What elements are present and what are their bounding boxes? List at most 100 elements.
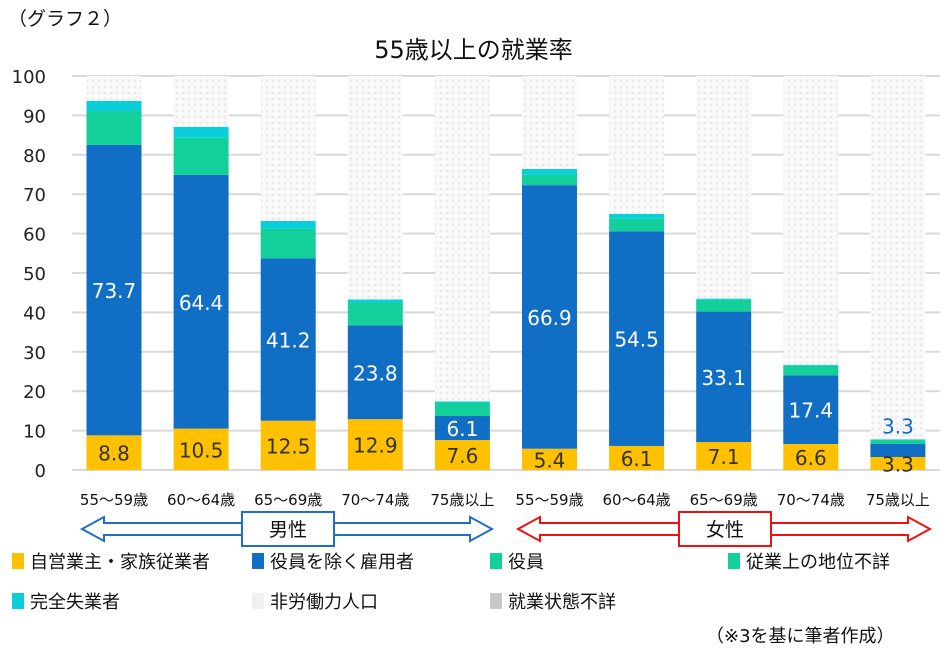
- legend-label: 就業状態不詳: [508, 592, 616, 613]
- bar-segment: [696, 76, 752, 299]
- data-label: 64.4: [179, 291, 224, 315]
- data-label: 3.3: [882, 452, 914, 476]
- bar-segment: [609, 213, 665, 219]
- legend-item: 役員: [490, 548, 544, 574]
- x-tick-label: 75歳以上: [430, 491, 494, 509]
- bar-segment: [347, 325, 403, 420]
- data-label: 6.1: [446, 417, 478, 441]
- bar-segment: [609, 231, 665, 446]
- bar-segment: [870, 440, 926, 444]
- legend-item: 自営業主・家族従業者: [12, 548, 210, 574]
- bar-segment: [783, 443, 839, 470]
- data-label: 12.9: [353, 434, 398, 458]
- bar-segment: [522, 448, 577, 470]
- bar-segment: [434, 76, 490, 402]
- y-tick-label: 10: [23, 422, 46, 443]
- legend-item: 役員を除く雇用者: [252, 548, 414, 574]
- legend-swatch: [490, 593, 502, 609]
- data-label: 54.5: [614, 328, 659, 352]
- y-tick-label: 80: [23, 146, 46, 167]
- bar-segment: [783, 364, 839, 366]
- x-tick-label: 70～74歳: [341, 491, 409, 509]
- group-label: 女性: [706, 519, 744, 541]
- legend-label: 役員を除く雇用者: [270, 552, 414, 573]
- bar-segment: [260, 228, 316, 259]
- data-label: 17.4: [789, 399, 834, 423]
- y-tick-label: 0: [35, 461, 46, 482]
- bar-segment: [173, 126, 229, 138]
- legend-label: 完全失業者: [30, 592, 120, 613]
- bar-segment: [696, 299, 752, 312]
- legend-label: 役員: [508, 552, 544, 573]
- legend-label: 自営業主・家族従業者: [30, 552, 210, 573]
- bar-segment: [260, 220, 316, 229]
- bar-segment: [86, 100, 142, 112]
- data-label: 6.1: [621, 447, 653, 471]
- legend-swatch: [12, 553, 24, 569]
- data-label: 23.8: [353, 361, 398, 385]
- data-label: 5.4: [534, 448, 566, 472]
- data-label: 7.6: [446, 444, 478, 468]
- bar-segment: [870, 443, 926, 457]
- bar-segment: [86, 435, 142, 470]
- bar-segment: [609, 445, 665, 470]
- bar-segment: [522, 76, 577, 169]
- legend-swatch: [252, 553, 264, 569]
- x-tick-label: 60～64歳: [603, 491, 671, 509]
- bar-segment: [696, 298, 752, 300]
- data-label: 73.7: [92, 279, 137, 303]
- y-tick-label: 90: [23, 106, 46, 127]
- data-label: 10.5: [179, 438, 224, 462]
- bar-segment: [173, 174, 229, 429]
- x-tick-label: 60～64歳: [167, 491, 235, 509]
- legend-label: 非労働力人口: [270, 592, 378, 613]
- x-tick-label: 65～69歳: [690, 491, 758, 509]
- bar-segment: [260, 420, 316, 470]
- x-tick-label: 65～69歳: [254, 491, 322, 509]
- group-label-box: [678, 511, 772, 547]
- y-tick-label: 40: [23, 303, 46, 324]
- bar-segment: [783, 365, 839, 376]
- data-label: 6.6: [795, 446, 827, 470]
- bar-segment: [870, 76, 926, 440]
- bar-segment: [609, 76, 665, 214]
- bar-segment: [173, 76, 229, 127]
- bar-segment: [434, 416, 490, 441]
- y-tick-label: 70: [23, 185, 46, 206]
- bar-segment: [870, 456, 926, 470]
- legend-label: 従業上の地位不詳: [746, 552, 890, 573]
- bar-segment: [173, 137, 229, 175]
- bar-segment: [522, 168, 577, 175]
- bar-segment: [783, 375, 839, 444]
- data-label: 3.3: [882, 414, 914, 438]
- data-label: 7.1: [708, 445, 740, 469]
- graph-number-note: （グラフ２）: [8, 8, 123, 30]
- legend-item: 完全失業者: [12, 588, 120, 614]
- x-tick-label: 55～59歳: [515, 491, 583, 509]
- bar-segment: [609, 218, 665, 232]
- legend-swatch: [252, 593, 264, 609]
- y-tick-label: 100: [12, 67, 46, 88]
- legend-swatch: [490, 553, 502, 569]
- legend-item: 就業状態不詳: [490, 588, 616, 614]
- bar-segment: [347, 76, 403, 300]
- bar-segment: [260, 76, 316, 221]
- bar-segment: [522, 174, 577, 186]
- bar-segment: [86, 111, 142, 145]
- y-tick-label: 20: [23, 382, 46, 403]
- bar-segment: [347, 299, 403, 303]
- x-tick-label: 55～59歳: [80, 491, 148, 509]
- y-tick-label: 50: [23, 264, 46, 285]
- data-label: 33.1: [701, 366, 746, 390]
- group-label-box: [241, 511, 335, 547]
- bar-segment: [434, 440, 490, 470]
- group-label: 男性: [269, 519, 307, 541]
- source-note: （※3を基に筆者作成）: [706, 626, 895, 647]
- chart-title: 55歳以上の就業率: [374, 36, 573, 64]
- stacked-bar-chart: 0 10 20 30 40 50 60 70 80 90 100 8.8 73.7 55～59歳 10.5 6…: [12, 67, 940, 547]
- legend-item: 従業上の地位不詳: [728, 548, 890, 574]
- data-label: 41.2: [266, 329, 311, 353]
- bar-segment: [696, 442, 752, 470]
- bar-segment: [783, 76, 839, 365]
- y-tick-label: 30: [23, 343, 46, 364]
